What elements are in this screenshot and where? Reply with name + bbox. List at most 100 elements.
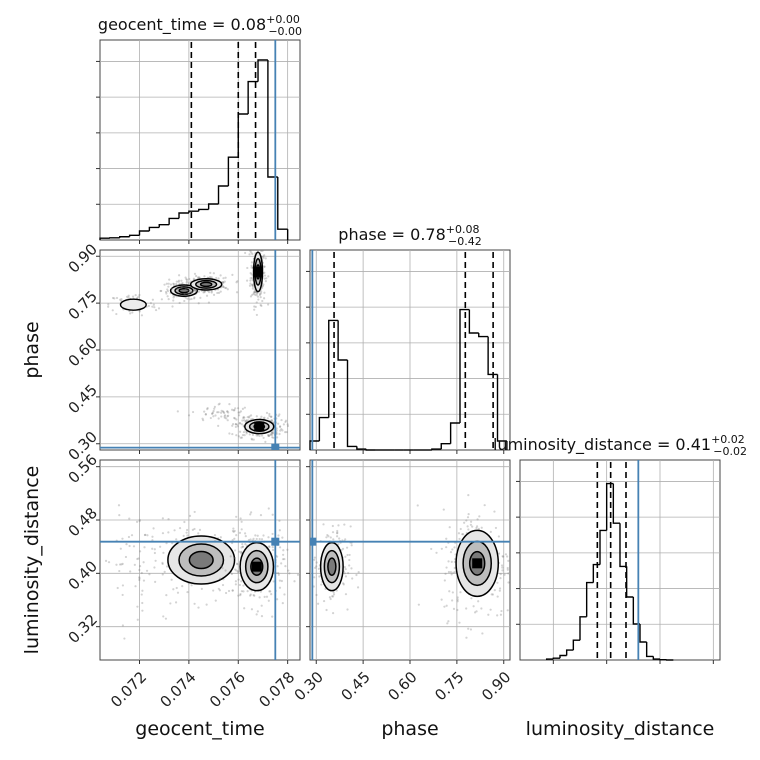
- title-sup: +0.08: [446, 223, 480, 236]
- scatter-point: [343, 572, 346, 575]
- scatter-point: [242, 430, 246, 434]
- scatter-point: [506, 568, 509, 571]
- scatter-point: [212, 415, 215, 418]
- scatter-point: [251, 433, 255, 437]
- scatter-point: [278, 425, 282, 428]
- scatter-point: [186, 297, 189, 300]
- scatter-point: [278, 413, 281, 416]
- scatter-point: [135, 520, 139, 523]
- scatter-point: [481, 632, 484, 635]
- scatter-point: [161, 517, 164, 520]
- scatter-point: [249, 279, 252, 282]
- scatter-point: [507, 572, 510, 575]
- scatter-point: [331, 524, 334, 528]
- scatter-point: [451, 548, 454, 551]
- scatter-point: [349, 525, 352, 528]
- scatter-point: [152, 527, 155, 530]
- scatter-point: [351, 577, 354, 580]
- scatter-point: [507, 581, 510, 584]
- scatter-point: [209, 416, 212, 420]
- scatter-point: [238, 583, 241, 587]
- ytick-label: 0.45: [65, 381, 101, 417]
- histogram-bar: [99, 237, 110, 240]
- scatter-point: [165, 282, 168, 285]
- histogram-bar: [365, 449, 376, 451]
- scatter-point: [235, 515, 238, 518]
- scatter-point: [96, 556, 98, 558]
- scatter-point: [459, 527, 462, 531]
- scatter-point: [142, 561, 145, 564]
- scatter-point: [267, 275, 270, 278]
- scatter-point: [129, 312, 132, 315]
- scatter-point: [217, 411, 220, 414]
- scatter-point: [223, 280, 226, 283]
- scatter-point: [209, 271, 212, 275]
- scatter-point: [125, 543, 128, 546]
- scatter-point: [277, 573, 280, 576]
- scatter-point: [176, 284, 179, 287]
- scatter-point: [467, 513, 470, 516]
- scatter-point: [237, 411, 240, 414]
- scatter-point: [224, 286, 227, 290]
- scatter-point: [162, 551, 165, 554]
- scatter-point: [456, 598, 459, 601]
- scatter-point: [477, 527, 480, 530]
- scatter-point: [496, 581, 499, 584]
- scatter-point: [254, 534, 257, 537]
- x-axis-label: geocent_time: [135, 718, 264, 740]
- scatter-point: [238, 422, 241, 425]
- scatter-point: [282, 553, 285, 556]
- scatter-point: [181, 584, 184, 588]
- scatter-geocent_time-phase-layer: [100, 246, 300, 450]
- scatter-point: [236, 407, 240, 410]
- scatter-phase-luminosity_distance-layer: [310, 460, 516, 660]
- scatter-point: [95, 560, 97, 562]
- scatter-point: [270, 431, 273, 434]
- scatter-point: [249, 513, 252, 516]
- scatter-point: [347, 572, 350, 575]
- scatter-point: [260, 250, 263, 253]
- scatter-point: [166, 290, 170, 293]
- scatter-point: [115, 312, 118, 316]
- scatter-point: [212, 293, 216, 296]
- scatter-point: [259, 513, 263, 517]
- scatter-point: [181, 281, 184, 285]
- scatter-point: [262, 246, 264, 248]
- scatter-point: [140, 593, 143, 596]
- scatter-point: [210, 290, 213, 293]
- histogram-bar: [188, 210, 199, 213]
- scatter-point: [315, 561, 318, 564]
- scatter-point: [100, 503, 101, 505]
- scatter-point: [343, 566, 346, 569]
- scatter-point: [162, 615, 165, 618]
- scatter-point: [219, 274, 222, 277]
- scatter-point: [281, 558, 285, 561]
- scatter-point: [244, 251, 247, 255]
- scatter-point: [236, 563, 239, 566]
- scatter-point: [281, 536, 284, 539]
- title-sub: −0.02: [713, 445, 747, 458]
- scatter-point: [514, 568, 516, 570]
- scatter-point: [195, 289, 198, 292]
- scatter-point: [467, 494, 470, 497]
- scatter-point: [159, 545, 162, 548]
- title-main: geocent_time = 0.08: [98, 15, 266, 35]
- scatter-point: [246, 415, 249, 419]
- scatter-point: [255, 415, 258, 418]
- scatter-point: [251, 438, 254, 441]
- scatter-point: [233, 416, 236, 420]
- scatter-point: [504, 553, 508, 556]
- scatter-point: [254, 305, 257, 308]
- scatter-point: [241, 433, 245, 437]
- scatter-point: [325, 536, 328, 539]
- scatter-point: [211, 411, 215, 414]
- scatter-point: [183, 299, 186, 303]
- xtick-label: 0.45: [338, 668, 374, 704]
- scatter-point: [293, 580, 296, 583]
- scatter-point: [251, 283, 254, 286]
- scatter-point: [243, 406, 246, 409]
- histogram-bar: [559, 654, 567, 659]
- scatter-point: [284, 420, 287, 424]
- scatter-point: [269, 433, 273, 436]
- scatter-point: [217, 277, 220, 280]
